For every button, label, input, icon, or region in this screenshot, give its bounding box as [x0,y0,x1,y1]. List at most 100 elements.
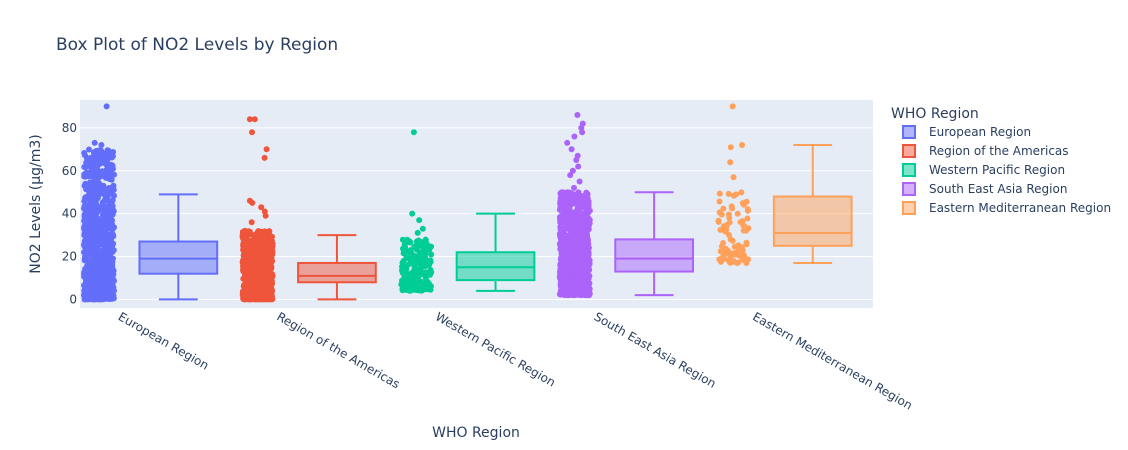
points-western-pacific-region [398,129,435,294]
data-point [575,201,582,208]
data-point [566,195,573,201]
y-tick-label: 60 [62,164,77,178]
legend-swatch [902,125,916,139]
data-point [94,268,101,275]
legend-swatch [902,163,916,177]
data-point [81,292,87,299]
data-point [561,194,568,201]
data-point [419,251,426,257]
data-point [82,220,89,227]
data-point [104,258,110,265]
data-point [94,169,101,176]
data-point [92,264,99,271]
outlier-point [249,129,255,136]
data-point [583,291,590,298]
box-region-of-the-americas [297,234,377,301]
data-point [562,213,569,219]
data-point [250,240,257,247]
data-point [90,285,97,292]
data-point [412,270,419,276]
box-iqr [138,240,219,275]
outlier-point [574,152,581,159]
data-point [89,250,96,257]
data-point [106,166,113,173]
outlier-point [258,204,265,211]
data-point [428,251,435,258]
data-point [574,291,581,298]
data-point [99,153,106,160]
data-point [85,236,92,243]
y-axis-title: NO2 Levels (μg/m3) [28,134,44,274]
data-point [85,227,92,234]
outlier-point [567,172,574,179]
data-point [104,161,111,168]
y-tick-label: 80 [62,121,77,135]
data-point [82,266,89,273]
data-point [260,260,267,267]
data-point [242,269,249,276]
data-point [414,238,421,245]
data-point [557,200,564,207]
data-point [399,267,406,274]
data-point [81,150,88,156]
x-axis-title: WHO Region [432,425,520,441]
data-point [739,200,746,207]
outlier-point [251,116,258,123]
data-point [734,210,741,217]
data-point [566,205,573,212]
outlier-point [730,174,737,181]
data-point [407,247,414,254]
data-point [426,282,433,289]
data-point [736,246,743,253]
data-point [572,282,579,289]
outlier-point [419,225,426,232]
data-point [584,201,591,207]
points-european-region [81,103,117,303]
outlier-point [571,133,578,140]
x-tick-label: Eastern Mediterranean Region [750,309,915,412]
data-point [86,169,93,176]
y-tick-label: 0 [69,292,77,306]
outlier-point [729,103,736,110]
data-point [252,231,259,238]
data-point [84,256,91,263]
data-point [581,215,588,222]
data-point [89,210,96,217]
data-point [87,179,94,186]
data-point [104,151,111,158]
box-south-east-asia-region [614,191,694,297]
data-point [261,288,268,295]
data-point [743,260,750,266]
data-point [744,215,751,222]
outlier-point [576,178,583,185]
outlier-point [739,142,746,148]
data-point [267,252,274,259]
data-point [81,242,88,249]
data-point [102,231,109,238]
data-point [738,254,745,261]
data-point [91,257,98,264]
data-point [586,217,593,223]
data-point [563,257,569,264]
data-point [260,256,267,263]
data-point [82,180,89,187]
data-point [744,206,751,213]
data-point [720,256,727,262]
points-south-east-asia-region [556,112,593,299]
data-point [427,257,434,264]
legend-item-label: Eastern Mediterranean Region [929,201,1111,215]
data-point [400,245,406,252]
points-region-of-the-americas [239,116,276,303]
data-point [81,232,88,239]
data-point [90,187,97,194]
data-point [244,247,251,254]
data-point [737,219,744,226]
data-point [97,205,104,212]
data-point [399,287,406,294]
data-point [741,223,748,230]
data-point [104,274,111,281]
data-point [107,255,114,261]
outlier-point [91,139,98,146]
data-point [585,282,591,289]
